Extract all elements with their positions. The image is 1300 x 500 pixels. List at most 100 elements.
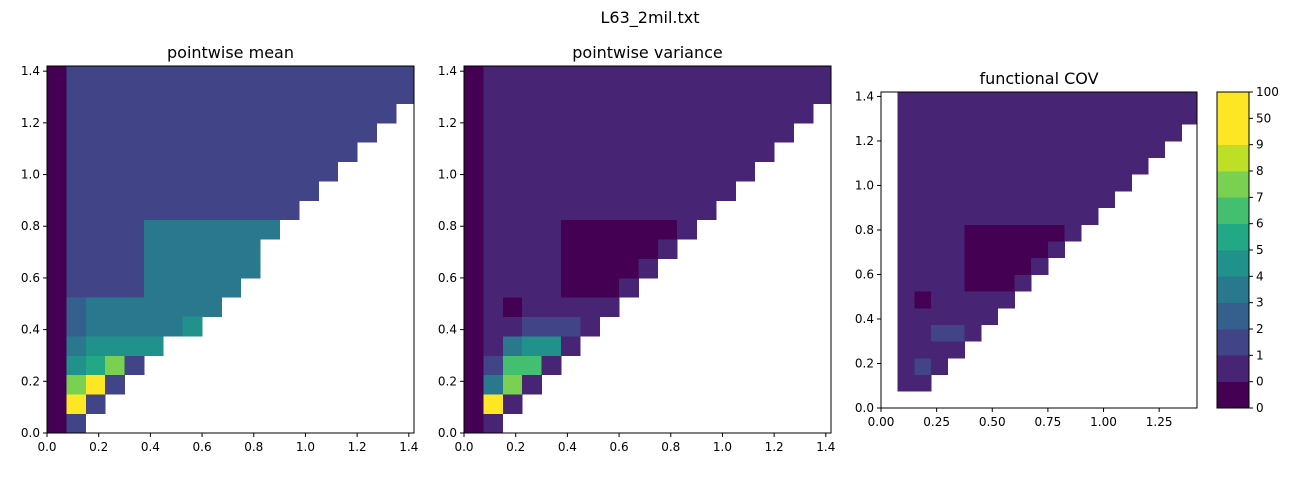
heatmap-cell — [560, 297, 581, 318]
heatmap-cell — [981, 124, 999, 142]
heatmap-cell — [541, 336, 562, 356]
y-tick-label: 0.4 — [21, 323, 40, 337]
heatmap-cell — [774, 84, 794, 104]
heatmap-cell — [318, 142, 339, 163]
colorbar-tick-label: 0 — [1256, 375, 1264, 389]
heatmap-cell — [85, 374, 106, 395]
heatmap-cell — [85, 161, 106, 182]
heatmap-cell — [47, 103, 67, 124]
heatmap-cell — [143, 297, 164, 318]
heatmap-cell — [981, 257, 999, 275]
heatmap-cell — [981, 191, 999, 209]
heatmap-cell — [657, 84, 678, 104]
heatmap-cell — [677, 219, 697, 240]
heatmap-cell — [66, 413, 87, 434]
heatmap-cell — [298, 142, 319, 163]
heatmap-cell — [897, 241, 915, 259]
heatmap-cell — [124, 122, 145, 143]
heatmap-cell — [599, 277, 620, 298]
heatmap-cell — [560, 161, 581, 182]
heatmap-cell — [1014, 124, 1032, 142]
heatmap-cell — [502, 394, 523, 415]
heatmap-cell — [997, 241, 1015, 259]
chart-title: pointwise mean — [167, 43, 294, 62]
heatmap-cell — [163, 200, 184, 221]
heatmap-cell — [619, 239, 639, 259]
heatmap-cell — [560, 200, 581, 221]
heatmap-cell — [522, 277, 542, 298]
heatmap-cell — [66, 122, 87, 143]
heatmap-cell — [599, 219, 620, 240]
heatmap-cell — [464, 142, 484, 163]
heatmap-cell — [502, 355, 523, 376]
heatmap-cell — [376, 66, 397, 85]
heatmap-cell — [47, 297, 67, 318]
x-tick-label: 0.4 — [141, 440, 160, 454]
heatmap-cell — [657, 161, 678, 182]
heatmap-cell — [964, 92, 982, 108]
heatmap-cell — [619, 122, 639, 143]
heatmap-cell — [105, 239, 125, 259]
axes-frame — [46, 65, 415, 434]
heatmap-cell — [1031, 207, 1049, 225]
heatmap-cell — [580, 66, 601, 85]
heatmap-cell — [541, 297, 562, 318]
heatmap-cell — [897, 274, 915, 292]
heatmap-cell — [997, 257, 1015, 275]
x-tick-label: 0.2 — [506, 440, 525, 454]
x-tick-label: 0.6 — [610, 440, 629, 454]
heatmap-cell — [897, 374, 915, 392]
heatmap-cell — [202, 219, 222, 240]
heatmap-cell — [715, 181, 736, 201]
heatmap-cell — [298, 66, 319, 85]
x-tick-label: 1.4 — [816, 440, 835, 454]
heatmap-cell — [997, 140, 1015, 159]
heatmap-cell — [182, 200, 203, 221]
heatmap-cell — [464, 66, 484, 85]
heatmap-cell — [897, 157, 915, 175]
heatmap-cell — [464, 336, 484, 356]
heatmap-cell — [66, 394, 87, 415]
heatmap-cell — [85, 122, 106, 143]
heatmap-cell — [240, 200, 261, 221]
heatmap-cell — [735, 142, 756, 163]
heatmap-cell — [182, 122, 203, 143]
heatmap-cell — [182, 161, 203, 182]
heatmap-cell — [85, 336, 106, 356]
heatmap-cell — [522, 142, 542, 163]
heatmap-cell — [85, 394, 106, 415]
heatmap-cell — [560, 336, 581, 356]
heatmap-cell — [580, 84, 601, 104]
colorbar-tick-label: 100 — [1256, 85, 1279, 99]
heatmap-cell — [964, 274, 982, 292]
heatmap-cell — [1047, 191, 1065, 209]
heatmap-cell — [981, 174, 999, 192]
heatmap-cell — [931, 191, 949, 209]
heatmap-cell — [47, 413, 67, 434]
x-tick-label: 0.0 — [454, 440, 473, 454]
heatmap-cell — [298, 103, 319, 124]
heatmap-cell — [1031, 140, 1049, 159]
heatmap-cell — [240, 181, 261, 201]
heatmap-cell — [931, 140, 949, 159]
heatmap-cell — [464, 258, 484, 279]
heatmap-cell — [502, 103, 523, 124]
heatmap-cell — [657, 239, 678, 259]
colorbar-tick-label: 4 — [1256, 269, 1264, 283]
heatmap-cell — [897, 324, 915, 342]
heatmap-cell — [914, 174, 932, 192]
heatmap-cell — [1097, 157, 1116, 175]
heatmap-cell — [182, 142, 203, 163]
heatmap-cell — [560, 66, 581, 85]
heatmap-cell — [1047, 207, 1065, 225]
heatmap-cell — [1047, 224, 1065, 242]
heatmap-cell — [981, 107, 999, 125]
heatmap-cell — [1014, 191, 1032, 209]
heatmap-cell — [221, 258, 242, 279]
heatmap-cell — [1047, 107, 1065, 125]
heatmap-cell — [657, 103, 678, 124]
y-tick-label: 0.6 — [438, 271, 457, 285]
heatmap-cell — [931, 107, 949, 125]
heatmap-cell — [560, 219, 581, 240]
